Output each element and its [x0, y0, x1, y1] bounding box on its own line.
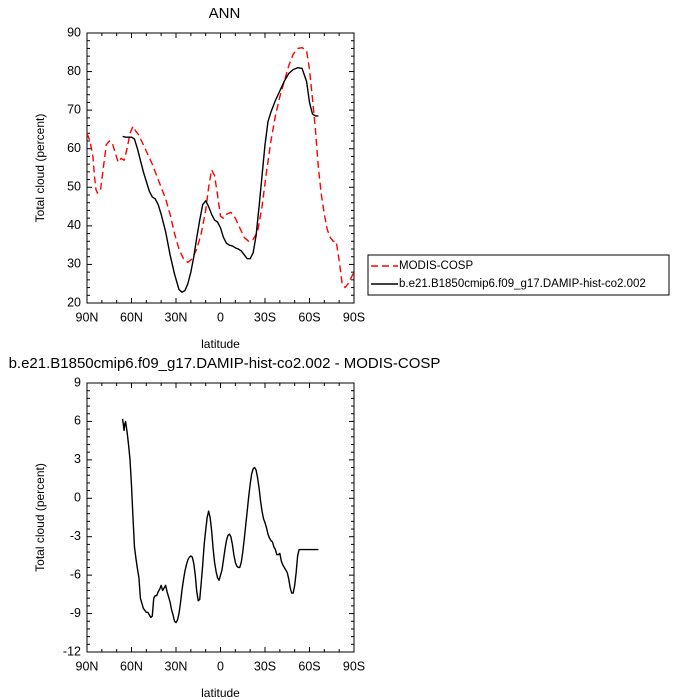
y-tick-label: 80 [67, 64, 81, 78]
y-tick-label: -9 [70, 606, 81, 620]
series-line-1 [122, 67, 319, 293]
legend: MODIS-COSP b.e21.B1850cmip6.f09_g17.DAMIP… [367, 254, 670, 296]
chart-title: ANN [209, 5, 241, 22]
y-tick-label: 60 [67, 141, 81, 155]
y-tick-label: 40 [67, 218, 81, 232]
y-axis-label: Total cloud (percent) [33, 463, 47, 572]
y-tick-label: 3 [74, 452, 81, 466]
y-tick-label: 20 [67, 295, 81, 309]
x-tick-label: 60N [120, 310, 143, 324]
legend-label-1: b.e21.B1850cmip6.f09_g17.DAMIP-hist-co2.… [399, 278, 646, 290]
x-tick-label: 30S [254, 310, 276, 324]
y-tick-label: -6 [70, 567, 81, 581]
x-tick-label: 30N [165, 310, 188, 324]
x-tick-label: 60S [298, 659, 320, 673]
series-line-0 [87, 46, 354, 289]
x-tick-label: 60N [120, 659, 143, 673]
bottom-panel-difference: b.e21.B1850cmip6.f09_g17.DAMIP-hist-co2.… [9, 355, 441, 700]
x-tick-label: 30N [165, 659, 188, 673]
y-tick-label: 0 [74, 491, 81, 505]
y-tick-label: 6 [74, 414, 81, 428]
x-axis-label: latitude [201, 686, 240, 700]
y-tick-label: 30 [67, 257, 81, 271]
y-tick-label: 70 [67, 102, 81, 116]
y-tick-label: 9 [74, 375, 81, 389]
y-tick-label: -3 [70, 529, 81, 543]
x-tick-label: 90N [76, 310, 99, 324]
x-tick-label: 90S [343, 310, 365, 324]
top-panel-ann: ANN 90N 60N 30N 0 30S 60S 90S 20 30 40 50 60 70 80 90 la… [33, 5, 670, 351]
x-tick-label: 60S [298, 310, 320, 324]
chart-title: b.e21.B1850cmip6.f09_g17.DAMIP-hist-co2.… [9, 355, 441, 372]
plot-frame [86, 32, 355, 304]
legend-label-0: MODIS-COSP [399, 260, 473, 272]
x-tick-label: 90N [76, 659, 99, 673]
plot-frame [86, 382, 355, 653]
y-tick-label: 90 [67, 25, 81, 39]
legend-box [367, 254, 670, 296]
x-axis-label: latitude [201, 337, 240, 351]
y-axis-label: Total cloud (percent) [33, 114, 47, 223]
x-tick-label: 0 [217, 659, 224, 673]
series-line-0 [121, 418, 319, 624]
x-tick-label: 90S [343, 659, 365, 673]
x-tick-label: 0 [217, 310, 224, 324]
y-tick-label: 50 [67, 180, 81, 194]
x-tick-label: 30S [254, 659, 276, 673]
y-tick-label: -12 [63, 644, 81, 658]
